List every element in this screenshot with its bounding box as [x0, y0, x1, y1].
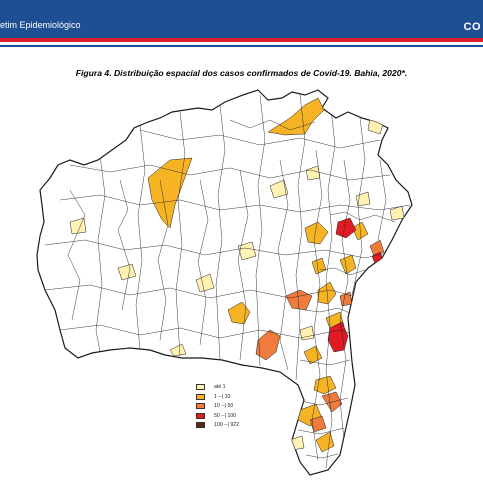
municipality-light-yellow [305, 165, 321, 181]
municipality-light-yellow [299, 325, 315, 341]
municipality-orange [339, 254, 357, 275]
municipality-fills [44, 93, 411, 469]
legend-label: 1 --| 10 [214, 393, 231, 400]
bahia-map [36, 89, 413, 476]
header-title: etim Epidemiológico [0, 20, 81, 30]
legend-swatch [196, 422, 205, 428]
legend-swatch [196, 403, 205, 409]
header-logo: CO [463, 21, 481, 33]
legend-swatch [196, 412, 205, 419]
municipality-orange [313, 375, 337, 395]
header-stripe-gap [0, 42, 483, 45]
header-stripe-red [0, 38, 483, 42]
municipality-orange [147, 157, 193, 229]
figure-title: Figura 4. Distribuição espacial dos caso… [75, 68, 408, 78]
municipality-light-yellow [269, 179, 289, 199]
municipality-orange [351, 221, 369, 241]
legend-swatch [196, 393, 205, 400]
municipality-red [335, 217, 357, 239]
municipality-red [327, 321, 349, 353]
municipality-boundaries [44, 93, 411, 469]
municipality-dark-orange [309, 415, 327, 433]
header-bar: etim Epidemiológico CO [0, 0, 483, 38]
municipality-dark-orange [369, 239, 385, 257]
municipality-dark-orange [255, 329, 281, 361]
municipality-light-yellow [117, 263, 137, 281]
municipality-light-yellow [237, 241, 257, 261]
municipality-orange [304, 221, 329, 245]
legend-label: até 1 [214, 384, 226, 390]
bahia-state-shape [36, 89, 413, 476]
legend-swatch [196, 384, 205, 390]
municipality-orange [303, 345, 323, 365]
municipality-light-yellow [195, 273, 215, 293]
legend-label: 10 --| 50 [214, 403, 234, 409]
municipality-orange [315, 431, 335, 453]
legend-label: 50 --| 100 [214, 412, 237, 419]
legend-label: 100 --| 922 [214, 422, 239, 428]
header-stripe-blue [0, 45, 483, 47]
municipality-light-yellow [169, 343, 187, 357]
municipality-orange [311, 257, 327, 275]
